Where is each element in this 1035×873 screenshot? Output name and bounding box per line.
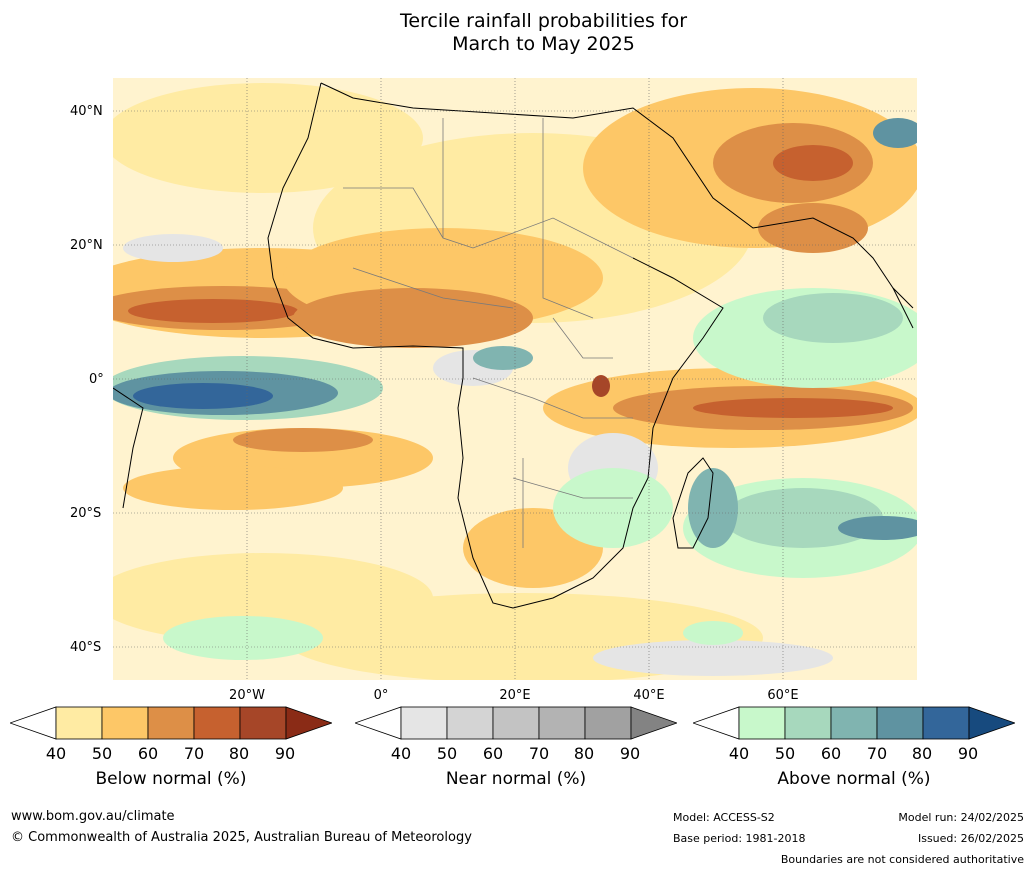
above-tick: 90: [957, 744, 979, 763]
colorbar-high-extend: [630, 706, 677, 740]
colorbar-low-extend: [355, 706, 402, 740]
near-normal-swatches: [355, 706, 677, 740]
website-link[interactable]: www.bom.gov.au/climate: [11, 809, 175, 824]
below-normal-swatches: [10, 706, 332, 740]
above-normal-swatches: [693, 706, 1015, 740]
lon-label-60e: 60°E: [767, 688, 799, 703]
above-tick: 80: [911, 744, 933, 763]
near-tick: 40: [390, 744, 412, 763]
title-line-1: Tercile rainfall probabilities for: [399, 10, 688, 32]
near-tick: 80: [573, 744, 595, 763]
above-normal-label: Above normal (%): [777, 769, 931, 789]
near-tick: 90: [619, 744, 641, 763]
near-tick: 70: [528, 744, 550, 763]
colorbar-high-extend: [968, 706, 1015, 740]
lat-label-20s: 20°S: [70, 506, 102, 521]
below-tick: 40: [45, 744, 67, 763]
map-title: Tercile rainfall probabilities for March…: [0, 10, 1035, 56]
below-tick: 70: [183, 744, 205, 763]
colorbar-segment: [400, 706, 448, 740]
above-normal-colorbar: [693, 706, 1015, 740]
lon-label-20e: 20°E: [499, 688, 531, 703]
colorbar-segment: [922, 706, 970, 740]
colorbar-segment: [193, 706, 241, 740]
near-normal-label: Near normal (%): [445, 769, 587, 789]
below-normal-areas: [113, 83, 917, 680]
near-tick: 60: [482, 744, 504, 763]
model-run-text: Model run: 24/02/2025: [898, 811, 1024, 824]
gridlines: [113, 78, 917, 680]
base-period-text: Base period: 1981-2018: [673, 832, 806, 845]
colorbar-segment: [147, 706, 195, 740]
below-normal-colorbar: [10, 706, 332, 740]
country-boundaries: [343, 118, 634, 548]
colorbar-segment: [538, 706, 586, 740]
coastlines: [113, 82, 914, 609]
title-line-2: March to May 2025: [452, 33, 635, 55]
colorbar-segment: [492, 706, 540, 740]
lat-label-40n: 40°N: [70, 104, 103, 119]
disclaimer-text: Boundaries are not considered authoritat…: [780, 853, 1024, 866]
colorbar-segment: [830, 706, 878, 740]
near-normal-colorbar: [355, 706, 677, 740]
above-tick: 70: [866, 744, 888, 763]
above-tick: 50: [774, 744, 796, 763]
colorbar-segment: [784, 706, 832, 740]
above-normal-areas: [113, 118, 917, 660]
near-tick: 50: [436, 744, 458, 763]
colorbar-segment: [239, 706, 287, 740]
colorbar-segment: [584, 706, 632, 740]
lat-label-40s: 40°S: [70, 640, 102, 655]
lon-label-20w: 20°W: [229, 688, 265, 703]
below-tick: 50: [91, 744, 113, 763]
lon-label-40e: 40°E: [633, 688, 665, 703]
model-text: Model: ACCESS-S2: [673, 811, 775, 824]
below-normal-label: Below normal (%): [95, 769, 247, 789]
below-tick: 90: [274, 744, 296, 763]
colorbar-high-extend: [285, 706, 332, 740]
rainfall-probability-map: [113, 78, 917, 680]
colorbar-low-extend: [10, 706, 57, 740]
colorbar-segment: [876, 706, 924, 740]
colorbar-segment: [738, 706, 786, 740]
colorbar-segment: [446, 706, 494, 740]
colorbar-segment: [101, 706, 149, 740]
colorbar-segment: [55, 706, 103, 740]
above-tick: 40: [728, 744, 750, 763]
below-tick: 80: [228, 744, 250, 763]
lat-label-20n: 20°N: [70, 238, 103, 253]
above-tick: 60: [820, 744, 842, 763]
lat-label-equator: 0°: [89, 372, 104, 387]
colorbar-low-extend: [693, 706, 740, 740]
lon-label-0: 0°: [373, 688, 389, 703]
copyright-text: © Commonwealth of Australia 2025, Austra…: [11, 830, 472, 845]
below-tick: 60: [137, 744, 159, 763]
issued-text: Issued: 26/02/2025: [917, 832, 1024, 845]
